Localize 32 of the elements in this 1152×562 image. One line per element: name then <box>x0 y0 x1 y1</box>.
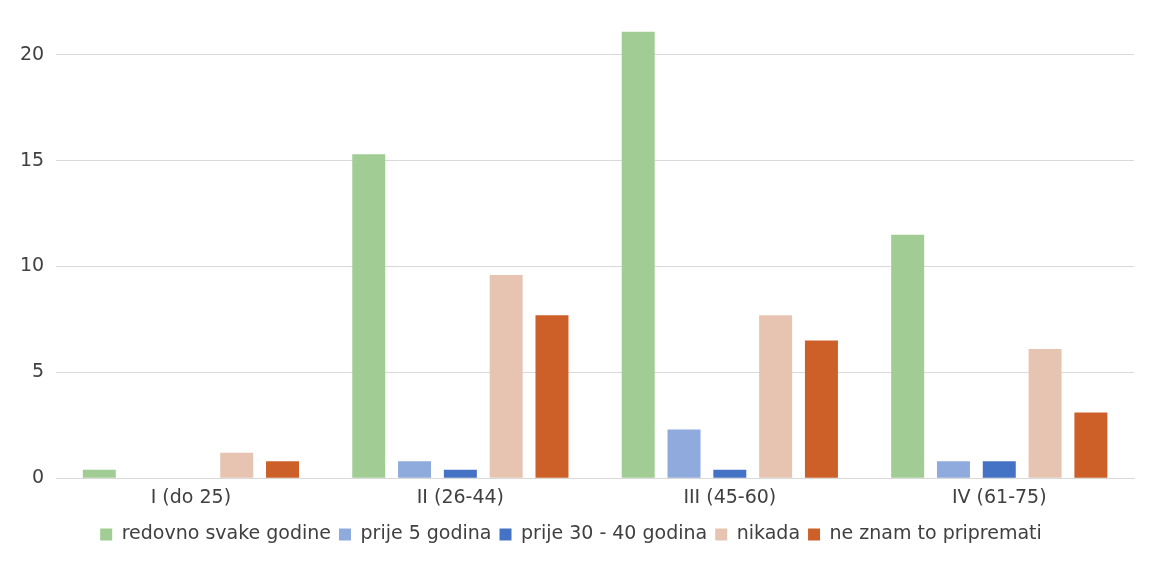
x-tick-label: I (do 25) <box>150 484 232 507</box>
bar <box>936 461 970 478</box>
bar <box>621 31 655 478</box>
legend-label: prije 30 - 40 godina <box>521 521 708 544</box>
legend-label: prije 5 godina <box>360 521 492 544</box>
bar <box>266 461 300 478</box>
bar <box>535 315 569 478</box>
bar <box>759 315 793 478</box>
bar <box>1028 349 1062 478</box>
x-tick-label: III (45-60) <box>683 484 777 507</box>
y-tick-label: 10 <box>19 253 45 276</box>
legend-label: redovno svake godine <box>121 521 332 544</box>
bar <box>82 469 116 478</box>
bar <box>804 340 838 478</box>
x-tick-label: II (26-44) <box>416 484 504 507</box>
x-tick-label: IV (61-75) <box>951 484 1047 507</box>
bar <box>489 274 523 478</box>
bar <box>713 469 747 478</box>
legend-label: ne znam to pripremati <box>829 521 1042 544</box>
y-tick-label: 0 <box>32 465 45 488</box>
y-tick-label: 15 <box>19 147 45 170</box>
y-tick-label: 20 <box>19 41 45 64</box>
bar <box>443 469 477 478</box>
bar <box>891 234 925 478</box>
bar <box>982 461 1016 478</box>
bar <box>352 154 386 478</box>
y-tick-label: 5 <box>32 359 45 382</box>
legend-label: nikada <box>736 521 801 544</box>
bar <box>220 452 254 478</box>
bar <box>398 461 432 478</box>
bar <box>667 429 701 478</box>
bar <box>1074 412 1108 478</box>
